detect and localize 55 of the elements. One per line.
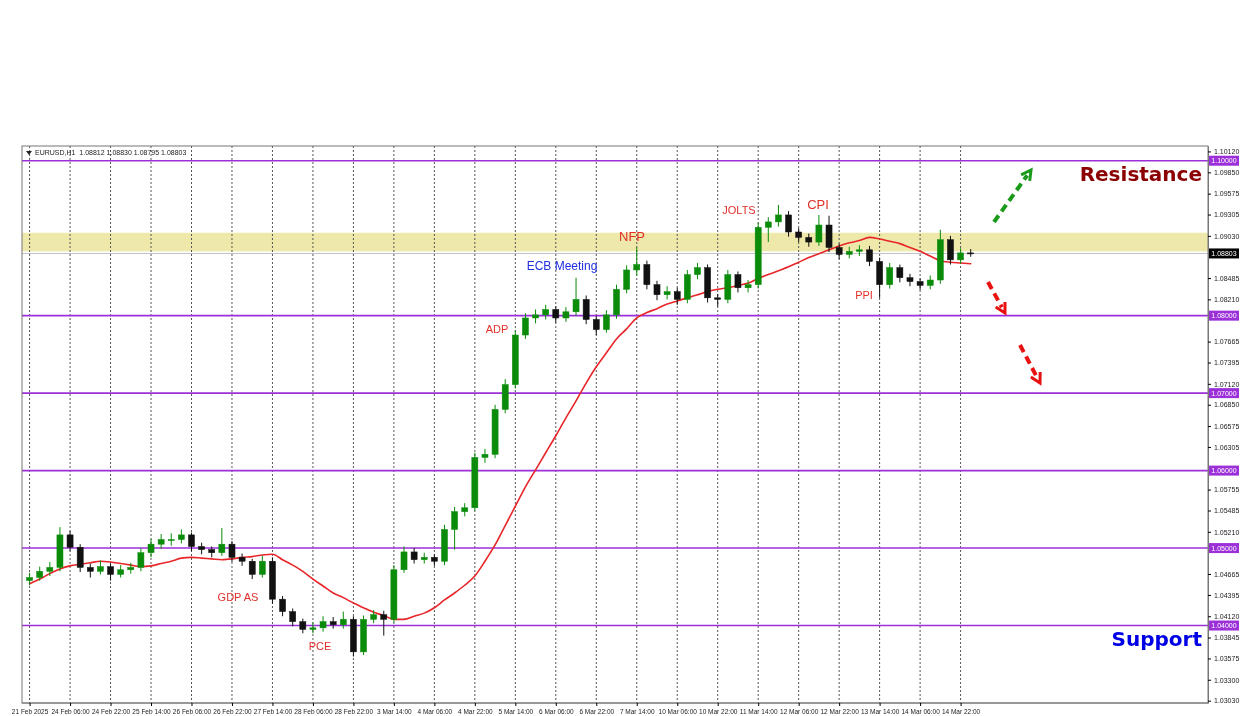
candlestick [663, 285, 671, 300]
candlestick [623, 264, 630, 294]
candlestick [167, 532, 175, 547]
candlestick [734, 271, 742, 293]
annotation: JOLTS [722, 203, 756, 216]
candlestick [228, 540, 236, 563]
annotation: ECB Meeting [526, 259, 598, 274]
candlestick [643, 260, 651, 290]
candlestick [572, 277, 580, 317]
candlestick [886, 262, 894, 290]
candlestick [309, 621, 317, 634]
candlestick [815, 214, 823, 247]
candlestick [66, 530, 74, 552]
candlestick [522, 312, 529, 340]
candlestick [866, 245, 873, 267]
candlestick [835, 243, 843, 260]
candlestick [876, 257, 883, 299]
candlestick [400, 546, 408, 574]
candlestick [410, 547, 418, 565]
candlestick [947, 235, 954, 266]
candlestick [825, 215, 833, 253]
candlestick [785, 210, 792, 238]
candlestick [653, 280, 661, 301]
candlestick [218, 527, 226, 557]
candlestick [765, 216, 772, 243]
text: Support [1111, 626, 1203, 651]
candlestick [633, 246, 641, 276]
candlestick [582, 295, 590, 325]
candlestick [744, 279, 752, 293]
candlestick [775, 204, 782, 228]
candlestick [451, 506, 458, 551]
candlestick [157, 533, 165, 550]
text: Resistance [1079, 161, 1202, 186]
candlestick [248, 558, 256, 580]
candlestick [592, 315, 600, 336]
candlestick [279, 595, 286, 617]
annotation: PCE [308, 639, 332, 652]
candlestick [259, 555, 266, 578]
candlestick [238, 552, 246, 567]
candlestick [380, 610, 388, 637]
annotation: PPI [855, 288, 873, 301]
candlestick [603, 309, 610, 334]
annotation: GDP AS [217, 590, 259, 603]
candlestick [147, 538, 155, 558]
candlestick [319, 615, 327, 633]
annotation: ADP [485, 322, 509, 335]
annotation: NFP [619, 229, 645, 245]
candlestick [906, 273, 914, 287]
candlestick [76, 543, 84, 573]
candlestick [481, 448, 489, 464]
candlestick [562, 306, 570, 323]
annotation: CPI [807, 197, 829, 213]
candlestick [188, 532, 195, 552]
candlestick [916, 277, 924, 291]
candlestick [137, 547, 145, 572]
